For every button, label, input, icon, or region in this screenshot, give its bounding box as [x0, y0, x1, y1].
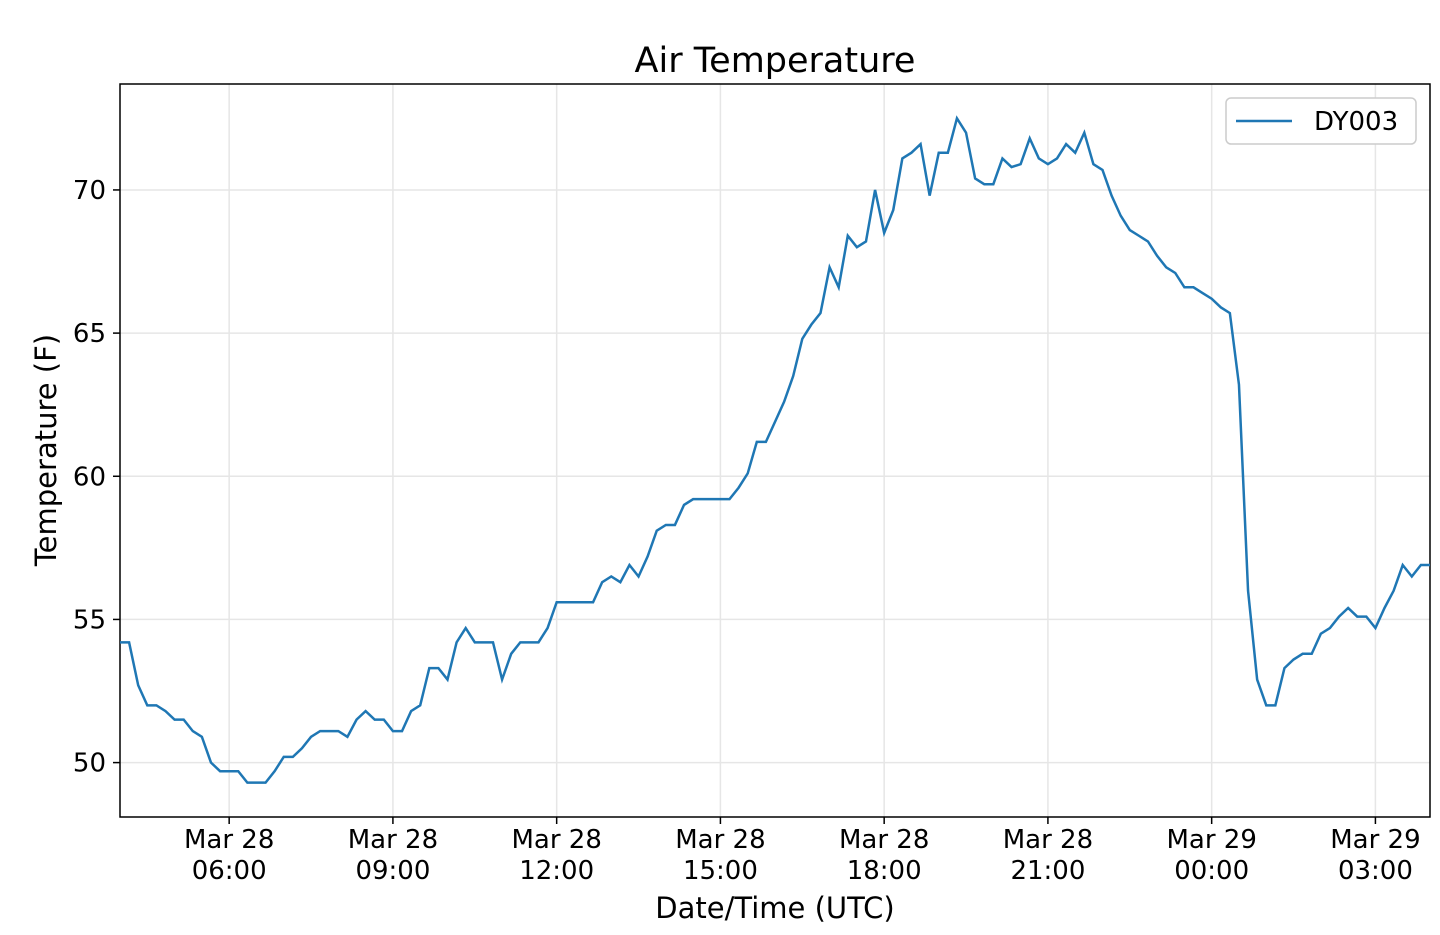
plot-frame [119, 83, 1431, 818]
x-tick-label: Mar 28 09:00 [347, 825, 439, 886]
data-line [120, 115, 1430, 784]
x-tick-label: Mar 28 15:00 [675, 825, 766, 886]
y-tick-label: 70 [73, 176, 106, 206]
y-tick-label: 50 [73, 749, 106, 779]
x-tick-label: Mar 29 03:00 [1330, 825, 1421, 886]
x-tick-label: Mar 29 00:00 [1166, 825, 1257, 886]
x-tick-label: Mar 28 12:00 [511, 825, 602, 886]
x-tick-label: Mar 28 18:00 [838, 825, 930, 886]
chart-title: Air Temperature [635, 41, 916, 81]
y-axis-label: Temperature (F) [29, 334, 63, 567]
x-tick-label: Mar 28 21:00 [1002, 825, 1094, 886]
y-tick-label: 60 [73, 462, 106, 492]
y-tick-label: 55 [73, 605, 106, 635]
x-tick-label: Mar 28 06:00 [183, 825, 275, 886]
legend-label: DY003 [1314, 107, 1398, 137]
y-tick-label: 65 [73, 319, 106, 349]
legend-box [1225, 97, 1417, 145]
x-axis-label: Date/Time (UTC) [655, 891, 894, 925]
